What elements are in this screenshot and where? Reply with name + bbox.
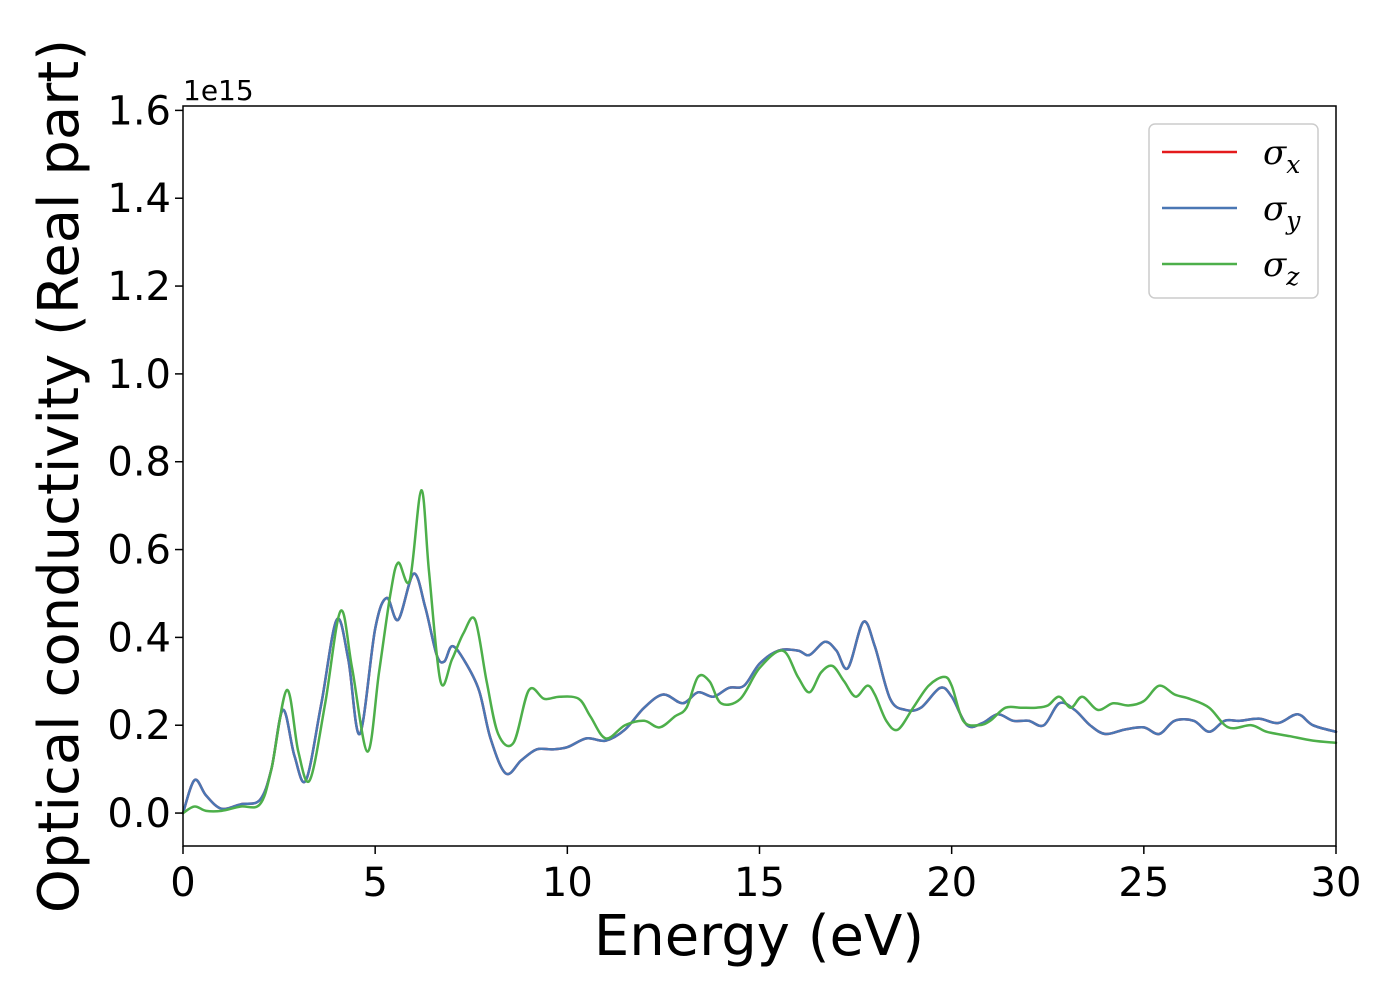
y-offset-label: 1e15 [183,74,254,107]
legend-label-x: σx [1263,133,1300,179]
y-axis-label: Optical conductivity (Real part) [27,39,92,913]
x-tick-label: 10 [542,860,593,906]
series-layer [181,489,1338,815]
series-line-z [181,489,1338,815]
legend-label-y: σy [1263,189,1301,235]
y-tick-label: 1.2 [107,264,171,310]
x-tick-label: 15 [734,860,785,906]
x-tick-label: 30 [1311,860,1362,906]
legend-box [1148,123,1319,299]
x-axis-ticks: 0 5 10 15 20 25 30 [170,846,1361,906]
x-tick-label: 0 [170,860,195,906]
y-tick-label: 1.0 [107,352,171,398]
x-tick-label: 20 [926,860,977,906]
x-axis-label: Energy (eV) [594,904,924,969]
y-tick-label: 0.6 [107,528,171,574]
x-tick-label: 25 [1118,860,1169,906]
y-tick-label: 0.2 [107,703,171,749]
y-tick-label: 0.8 [107,440,171,486]
series-line-y [181,572,1338,815]
y-axis-ticks: 0.0 0.2 0.4 0.6 0.8 1.0 1.2 1.4 1.6 [107,88,183,837]
legend: σx σy σz [1148,123,1319,299]
y-tick-label: 1.4 [107,176,171,222]
x-tick-label: 5 [362,860,387,906]
y-tick-label: 1.6 [107,88,171,134]
y-tick-label: 0.0 [107,791,171,837]
y-tick-label: 0.4 [107,615,171,661]
legend-label-z: σz [1263,245,1300,291]
